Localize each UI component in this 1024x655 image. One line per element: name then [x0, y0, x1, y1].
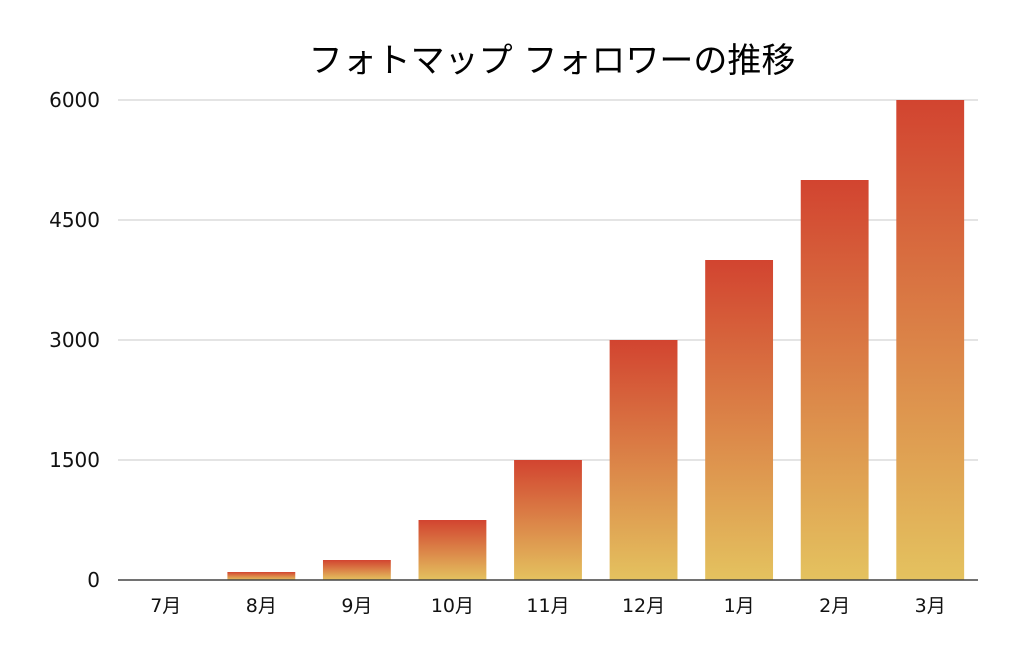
x-tick-label: 3月 — [915, 595, 946, 617]
bar-6 — [609, 340, 678, 580]
y-tick-label: 3000 — [49, 328, 100, 352]
x-tick-label: 1月 — [724, 595, 755, 617]
bar-4 — [418, 520, 487, 580]
y-axis-ticks: 0 1500 3000 4500 6000 — [49, 88, 100, 592]
x-axis-ticks: 7月 8月 9月 10月 11月 12月 1月 2月 3月 — [150, 595, 946, 617]
bar-5 — [514, 460, 582, 580]
bars — [227, 100, 965, 580]
y-tick-label: 1500 — [49, 448, 100, 472]
y-tick-label: 4500 — [49, 208, 100, 232]
bar-2 — [227, 572, 296, 580]
x-tick-label: 7月 — [150, 595, 181, 617]
x-tick-label: 11月 — [526, 595, 569, 617]
chart-title: フォトマップ フォロワーの推移 — [309, 41, 796, 81]
y-tick-label: 6000 — [49, 88, 100, 112]
bar-7 — [705, 260, 774, 580]
x-tick-label: 2月 — [819, 595, 850, 617]
x-tick-label: 9月 — [341, 595, 372, 617]
x-tick-label: 12月 — [622, 595, 665, 617]
bar-8 — [800, 180, 869, 580]
y-tick-label: 0 — [87, 568, 100, 592]
bar-9 — [896, 100, 965, 580]
x-tick-label: 8月 — [246, 595, 277, 617]
x-tick-label: 10月 — [431, 595, 474, 617]
bar-3 — [322, 560, 391, 580]
